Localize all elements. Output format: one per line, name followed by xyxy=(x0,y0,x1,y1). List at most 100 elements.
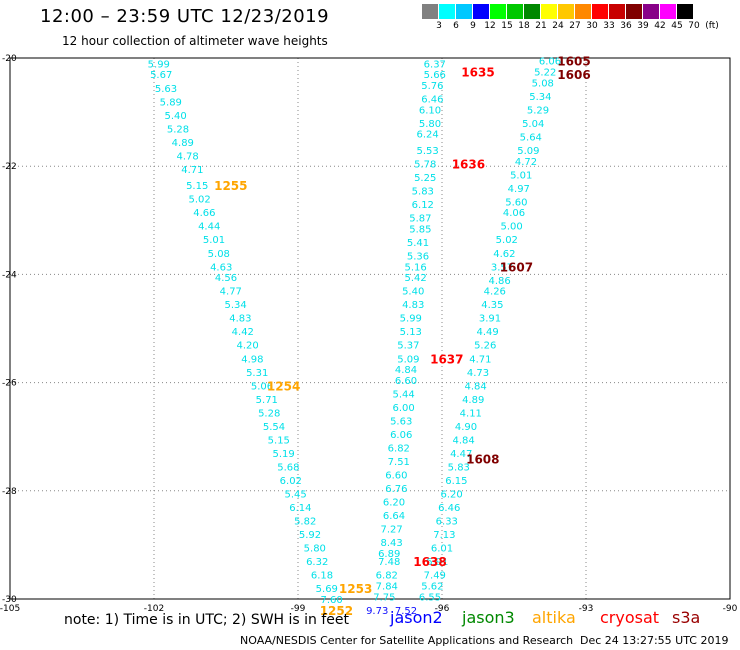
wave-height-value: 4.84 xyxy=(395,365,417,376)
wave-height-value: 6.82 xyxy=(376,571,398,582)
wave-height-value: 7.48 xyxy=(378,557,400,568)
wave-height-value: 5.34 xyxy=(224,300,246,311)
wave-height-value: 5.89 xyxy=(160,97,182,108)
wave-height-value: 7.51 xyxy=(388,457,410,468)
wave-height-value: 4.26 xyxy=(484,287,506,298)
generated-timestamp: Dec 24 13:27:55 UTC 2019 xyxy=(580,634,729,647)
wave-height-value: 6.60 xyxy=(395,376,417,387)
wave-height-value: 6.15 xyxy=(445,476,467,487)
wave-height-value: 6.06 xyxy=(539,57,561,68)
wave-height-value: 5.66 xyxy=(424,70,446,81)
axis-tick-labels: -105 -102 -99 -96 -93 -90 -20 -22 -24 -26 -28 -30 xyxy=(0,54,738,614)
wave-height-value: 5.62 xyxy=(421,581,443,592)
wave-height-value: 5.09 xyxy=(517,146,539,157)
wave-height-value: 5.01 xyxy=(203,235,225,246)
legend-label: 21 xyxy=(535,21,547,31)
wave-height-value: 5.02 xyxy=(188,195,210,206)
satellite-name-altika: altika xyxy=(532,608,576,627)
wave-height-value: 5.19 xyxy=(272,449,294,460)
wave-height-value: 6.89 xyxy=(378,549,400,560)
wave-height-value: 6.46 xyxy=(438,503,460,514)
wave-height-value: 5.68 xyxy=(277,462,299,473)
x-tick-label: -102 xyxy=(144,604,164,614)
legend-label: 30 xyxy=(586,21,598,31)
y-tick-label: -22 xyxy=(2,162,17,172)
wave-height-value: 5.08 xyxy=(532,78,554,89)
wave-height-value: 5.08 xyxy=(208,249,230,260)
pass-time-label: 1608 xyxy=(466,452,499,466)
wave-height-value: 7.13 xyxy=(433,530,455,541)
legend-label: 33 xyxy=(603,21,615,31)
wave-height-value: 5.40 xyxy=(402,287,424,298)
wave-height-value: 4.86 xyxy=(488,276,510,287)
legend-label: 27 xyxy=(569,21,581,31)
wave-height-value: 5.37 xyxy=(397,341,419,352)
legend-swatch xyxy=(626,4,643,19)
pass-time-label: 1607 xyxy=(500,260,533,274)
wave-height-value: 6.91 xyxy=(426,557,448,568)
wave-height-value: 4.89 xyxy=(462,395,484,406)
legend-labels: 3 6 9 12 15 18 21 24 27 30 33 36 39 42 45 70 (ft) xyxy=(422,19,719,31)
wave-height-value: 7.27 xyxy=(380,525,402,536)
legend-swatch xyxy=(524,4,541,19)
legend-swatch xyxy=(541,4,558,19)
wave-height-value: 5.42 xyxy=(404,273,426,284)
wave-height-value: 5.40 xyxy=(164,111,186,122)
wave-height-value: 4.98 xyxy=(241,354,263,365)
wave-height-value: 6.06 xyxy=(390,430,412,441)
legend-label: 9 xyxy=(470,21,476,31)
wave-height-value: 5.76 xyxy=(421,81,443,92)
y-tick-label: -28 xyxy=(2,487,17,497)
y-tick-label: -30 xyxy=(2,595,17,605)
wave-height-value: 4.97 xyxy=(508,184,530,195)
wave-height-value: 5.64 xyxy=(520,132,542,143)
wave-height-value: 5.80 xyxy=(304,544,326,555)
legend-label: 45 xyxy=(671,21,683,31)
wave-height-value: 7.84 xyxy=(376,581,398,592)
legend-label: 6 xyxy=(453,21,459,31)
wave-height-value: 5.28 xyxy=(167,124,189,135)
map-subtitle: 12 hour collection of altimeter wave hei… xyxy=(62,34,328,48)
wave-height-value: 4.71 xyxy=(181,165,203,176)
wave-height-value: 5.78 xyxy=(414,159,436,170)
wave-height-value: 5.06 xyxy=(251,381,273,392)
wave-height-value: 4.90 xyxy=(455,422,477,433)
wave-height-value: 5.13 xyxy=(400,327,422,338)
wave-height-value: 3.91 xyxy=(479,314,501,325)
wave-height-value: 6.20 xyxy=(440,490,462,501)
legend-swatch xyxy=(575,4,592,19)
wave-height-value: 5.15 xyxy=(268,435,290,446)
wave-height-value: 6.12 xyxy=(412,200,434,211)
plot-frame xyxy=(9,57,731,600)
wave-height-value: 6.01 xyxy=(431,544,453,555)
wave-height-value: 6.37 xyxy=(424,59,446,70)
wave-height-value: 6.33 xyxy=(436,517,458,528)
map-title: 12:00 – 23:59 UTC 12/23/2019 xyxy=(40,6,330,27)
x-tick-label: -90 xyxy=(723,604,738,614)
wave-height-value: 6.76 xyxy=(385,484,407,495)
legend-swatch xyxy=(677,4,694,19)
wave-height-value: 3.57 xyxy=(491,262,513,273)
wave-height-value: 5.63 xyxy=(155,84,177,95)
wave-height-value: 4.77 xyxy=(220,287,242,298)
satellite-name-s3a: s3a xyxy=(672,608,701,627)
legend-label: 36 xyxy=(620,21,632,31)
footer-note: note: 1) Time is in UTC; 2) SWH is in fe… xyxy=(64,612,350,628)
wave-height-value: 6.24 xyxy=(416,130,438,141)
wave-height-value: 5.09 xyxy=(397,354,419,365)
wave-height-value: 5.83 xyxy=(412,187,434,198)
legend-swatch xyxy=(456,4,473,19)
wave-height-value: 4.35 xyxy=(481,300,503,311)
wave-height-value: 5.00 xyxy=(500,222,522,233)
wave-height-value: 6.18 xyxy=(311,571,333,582)
wave-height-value: 5.02 xyxy=(496,235,518,246)
pass-time-label: 1255 xyxy=(214,179,247,193)
wave-height-value: 9.73 xyxy=(366,606,388,617)
wave-height-value: 5.16 xyxy=(404,262,426,273)
wave-height-value: 4.47 xyxy=(450,449,472,460)
wave-height-value: 4.89 xyxy=(172,138,194,149)
wave-height-value: 5.04 xyxy=(522,119,544,130)
map-grid xyxy=(9,57,731,600)
wave-height-value: 7.52 xyxy=(395,606,417,617)
wave-height-value: 6.82 xyxy=(388,444,410,455)
